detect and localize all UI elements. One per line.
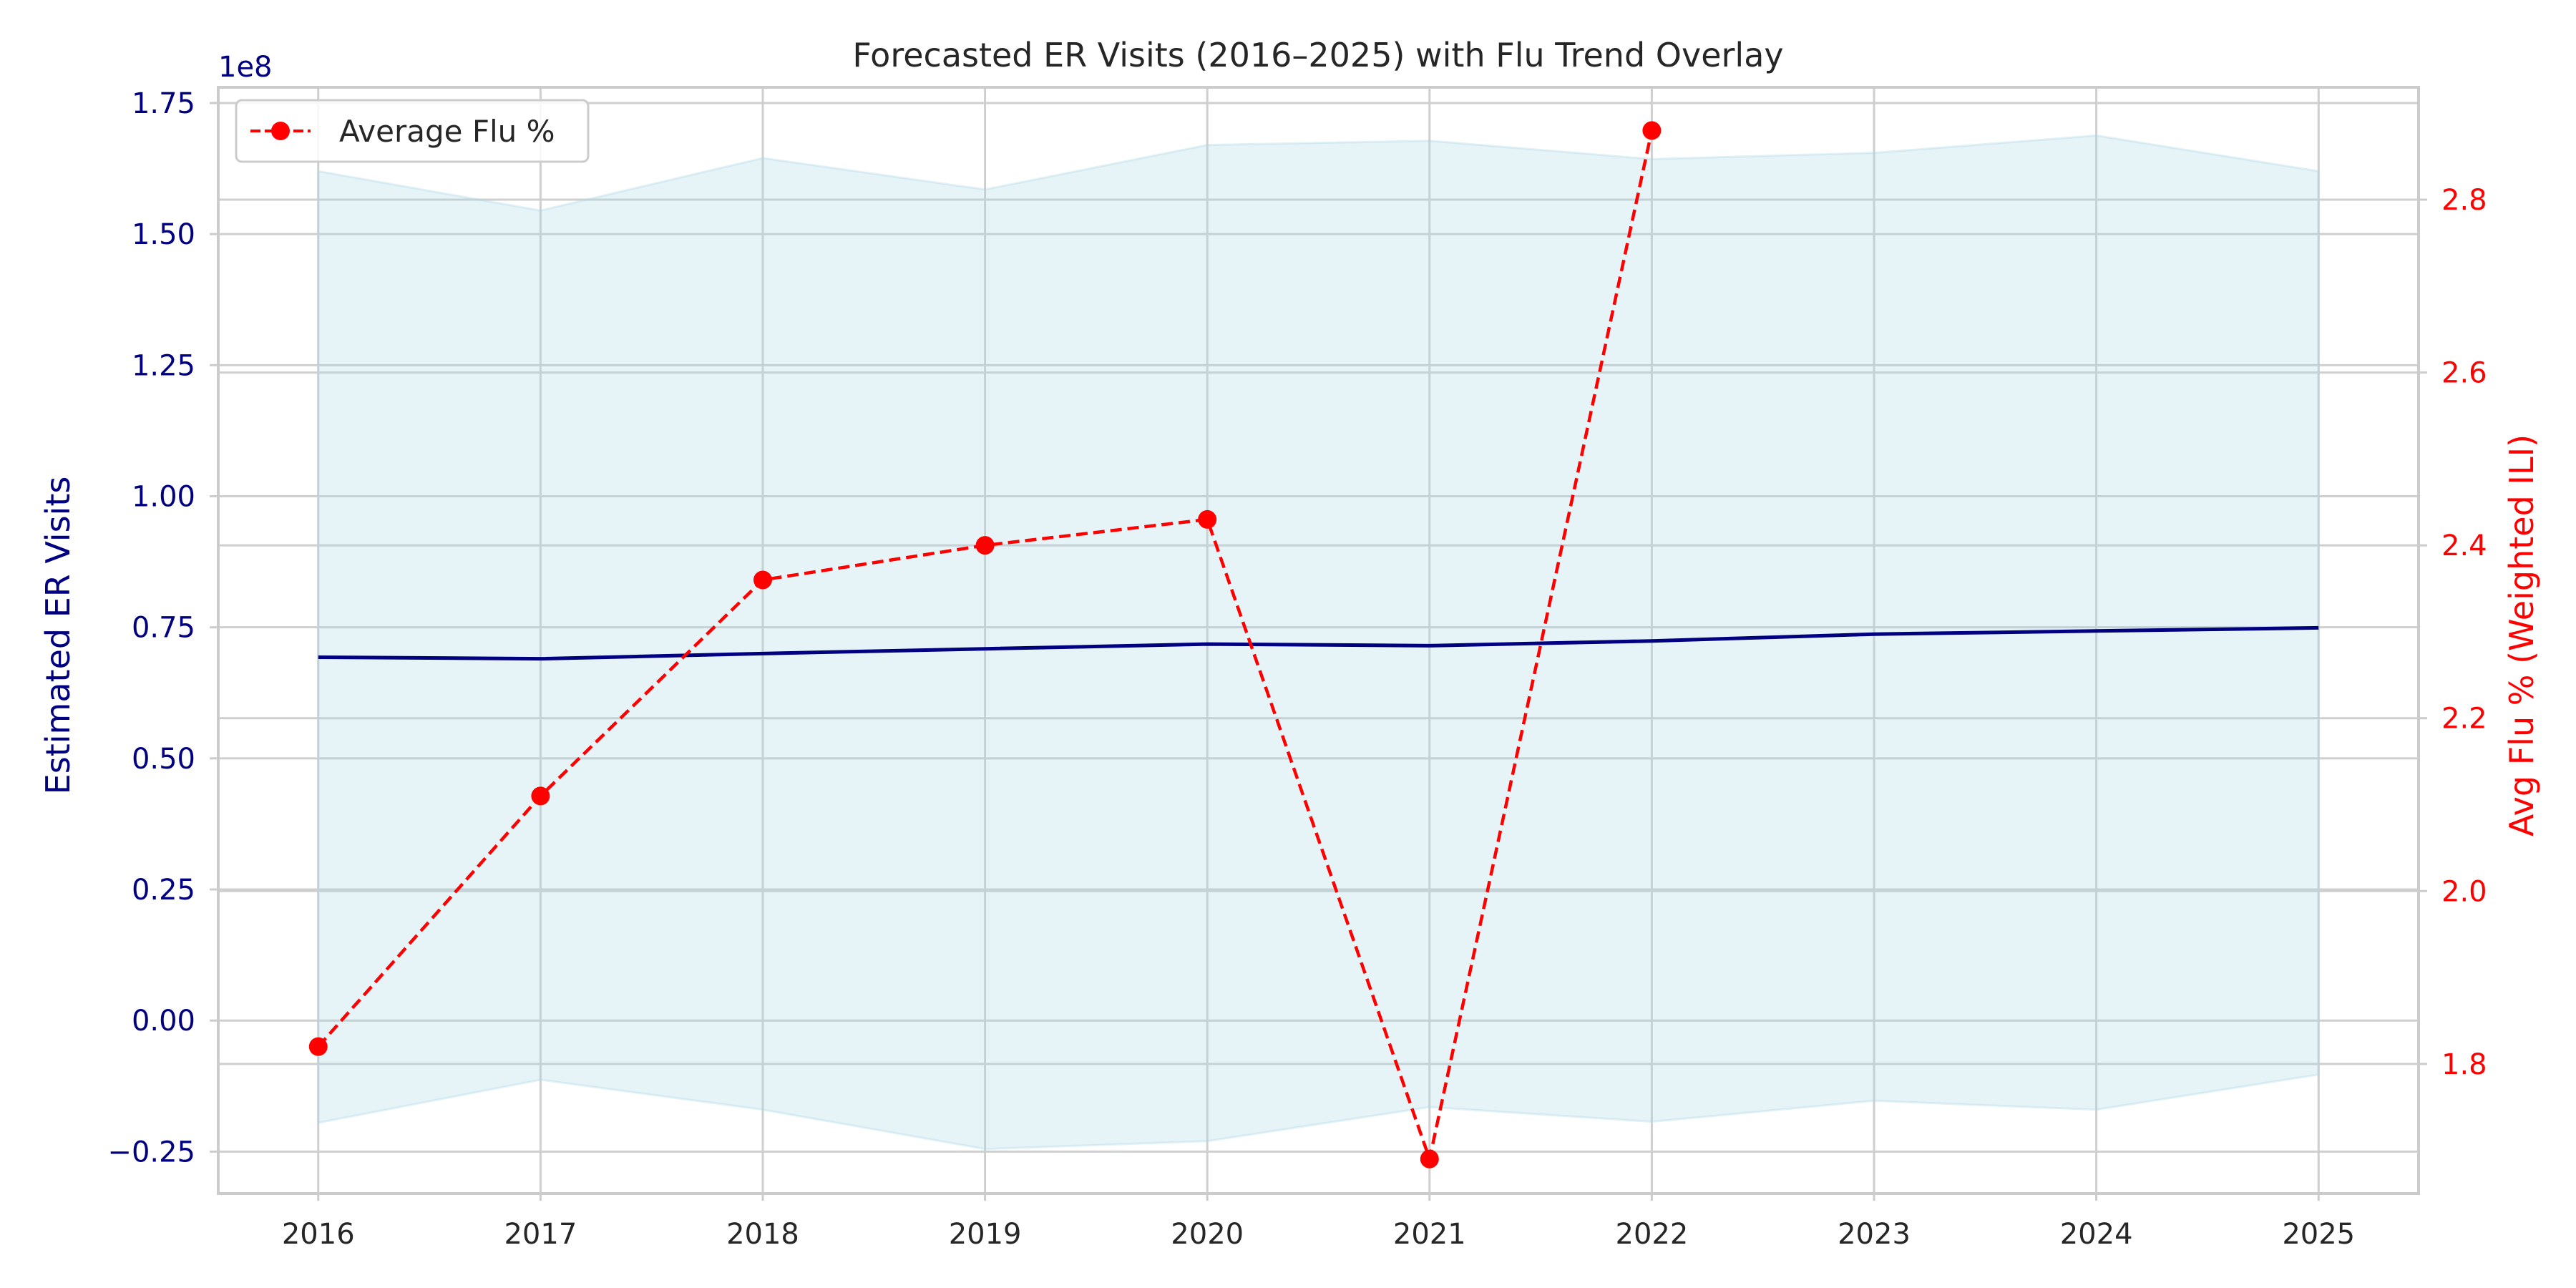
- flu-point-2017: [531, 786, 550, 806]
- right-tick-label-2: 2.2: [2441, 703, 2487, 736]
- series-markers: [308, 121, 1662, 1169]
- chart-title: Forecasted ER Visits (2016–2025) with Fl…: [852, 36, 1783, 74]
- forecast-er-visits-line: [318, 625, 2319, 661]
- left-axis-offset-text: 1e8: [218, 51, 273, 84]
- left-tick-label-5: 1.00: [132, 481, 195, 514]
- right-tick-label-4: 2.6: [2441, 357, 2487, 390]
- flu-point-2021: [1420, 1149, 1439, 1169]
- x-tick-label-2019: 2019: [949, 1218, 1022, 1251]
- left-tick-label-1: 0.00: [132, 1005, 195, 1038]
- left-tick-label-7: 1.50: [132, 218, 195, 251]
- right-tick-label-0: 1.8: [2441, 1048, 2487, 1081]
- x-tick-label-2021: 2021: [1393, 1218, 1466, 1251]
- left-tick-label-3: 0.50: [132, 743, 195, 776]
- flu-point-2022: [1642, 121, 1662, 140]
- left-tick-label-4: 0.75: [132, 612, 195, 645]
- left-axis-label: Estimated ER Visits: [39, 477, 77, 795]
- x-tick-label-2024: 2024: [2060, 1218, 2133, 1251]
- right-tick-label-5: 2.8: [2441, 184, 2487, 217]
- grid: [218, 87, 2419, 1194]
- plot-frame: [217, 86, 2420, 1195]
- legend: Average Flu %: [235, 99, 590, 163]
- forecast-confidence-band: [317, 134, 2320, 1151]
- flu-point-2018: [753, 570, 772, 590]
- x-tick-label-2022: 2022: [1616, 1218, 1689, 1251]
- left-tick-label-0: −0.25: [107, 1136, 195, 1169]
- x-tick-label-2025: 2025: [2282, 1218, 2355, 1251]
- left-tick-label-8: 1.75: [132, 87, 195, 120]
- plot-area-border: [217, 86, 2420, 1195]
- legend-entry-average-flu: Average Flu %: [339, 114, 555, 149]
- x-tick-label-2018: 2018: [726, 1218, 799, 1251]
- x-tick-label-2023: 2023: [1838, 1218, 1911, 1251]
- legend-marker-swatch: [271, 122, 290, 140]
- flu-point-2020: [1198, 509, 1217, 529]
- confidence-band: [317, 134, 2320, 1151]
- legend-box: [235, 99, 590, 163]
- axis-ticks: 2016 2017 2018 2019 2020 2021 2022 2023 2024 2025…: [107, 87, 2487, 1251]
- flu-point-2019: [975, 536, 995, 555]
- x-tick-label-2016: 2016: [282, 1218, 355, 1251]
- left-tick-label-2: 0.25: [132, 874, 195, 907]
- x-tick-label-2017: 2017: [504, 1218, 577, 1251]
- x-tick-label-2020: 2020: [1171, 1218, 1244, 1251]
- right-tick-label-1: 2.0: [2441, 875, 2487, 908]
- right-tick-label-3: 2.4: [2441, 530, 2487, 562]
- flu-point-2016: [308, 1037, 328, 1056]
- right-axis-label: Avg Flu % (Weighted ILI): [2502, 434, 2541, 836]
- left-tick-label-6: 1.25: [132, 349, 195, 382]
